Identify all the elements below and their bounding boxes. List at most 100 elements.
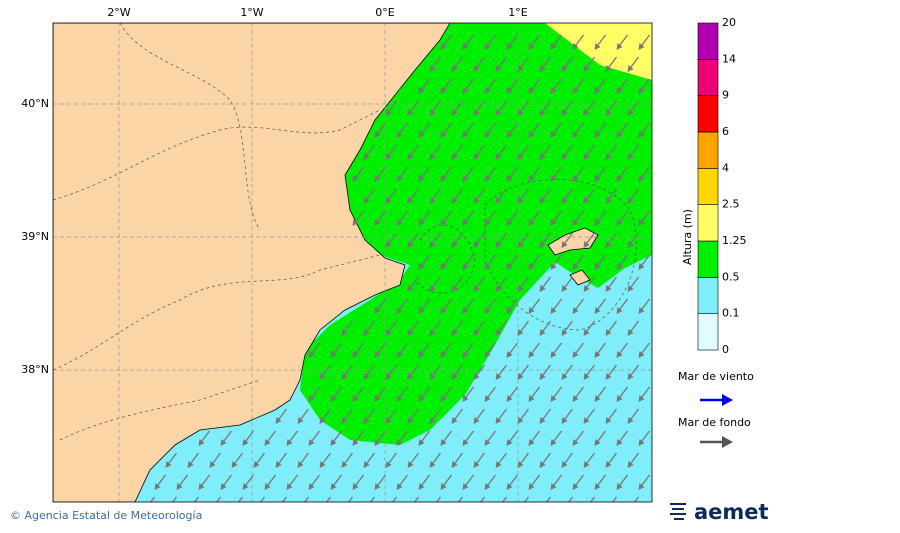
arrowhead: [220, 439, 227, 446]
arrow: [457, 496, 464, 502]
arrowhead: [594, 175, 601, 182]
arrowhead: [495, 329, 502, 336]
arrowhead: [473, 329, 480, 336]
arrowhead: [451, 197, 458, 204]
arrowhead: [572, 263, 579, 270]
arrowhead: [165, 461, 172, 468]
arrowhead: [484, 263, 491, 270]
legend-arrowhead: [722, 436, 733, 448]
arrowhead: [517, 65, 524, 72]
lon-label: 1°E: [508, 6, 527, 19]
arrowhead: [539, 241, 546, 248]
colorbar-segment: [697, 131, 719, 169]
arrowhead: [418, 263, 425, 270]
arrowhead: [561, 461, 568, 468]
arrowhead: [473, 373, 480, 380]
arrowhead: [495, 417, 502, 424]
arrow: [281, 496, 288, 502]
arrowhead: [517, 329, 524, 336]
arrowhead: [264, 439, 271, 446]
arrowhead: [628, 505, 634, 512]
arrow: [237, 496, 244, 502]
arrowhead: [605, 109, 612, 116]
arrowhead: [242, 483, 249, 490]
arrowhead: [418, 439, 425, 446]
colorbar-label: 6: [722, 125, 729, 138]
arrowhead: [584, 505, 590, 512]
arrowhead: [385, 153, 392, 160]
arrowhead: [429, 153, 436, 160]
colorbar-segment: [697, 59, 719, 96]
arrowhead: [374, 439, 381, 446]
arrowhead: [594, 439, 601, 446]
arrowhead: [462, 219, 469, 226]
arrowhead: [495, 65, 502, 72]
arrowhead: [429, 373, 436, 380]
arrowhead: [440, 395, 447, 402]
arrowhead: [506, 351, 513, 358]
arrow: [215, 496, 222, 502]
arrowhead: [341, 461, 348, 468]
arrowhead: [462, 175, 469, 182]
lon-label: 0°E: [375, 6, 394, 19]
arrowhead: [396, 395, 403, 402]
arrow: [369, 496, 376, 502]
arrowhead: [484, 87, 491, 94]
arrowhead: [473, 65, 480, 72]
arrowhead: [550, 175, 557, 182]
logo-mark: [670, 503, 686, 520]
arrowhead: [583, 285, 590, 292]
arrowhead: [495, 153, 502, 160]
arrowhead: [528, 483, 535, 490]
arrowhead: [385, 461, 392, 468]
arrowhead: [363, 417, 370, 424]
arrowhead: [462, 131, 469, 138]
arrowhead: [363, 373, 370, 380]
arrowhead: [605, 373, 612, 380]
arrowhead: [495, 109, 502, 116]
arrowhead: [374, 307, 381, 314]
arrowhead: [341, 417, 348, 424]
arrowhead: [506, 219, 513, 226]
arrowhead: [385, 373, 392, 380]
arrowhead: [550, 219, 557, 226]
arrowhead: [616, 43, 623, 50]
arrowhead: [539, 153, 546, 160]
arrowhead: [606, 505, 612, 512]
arrowhead: [308, 395, 315, 402]
arrow: [325, 496, 332, 502]
arrowhead: [297, 417, 304, 424]
arrowhead: [528, 175, 535, 182]
arrowhead: [473, 461, 480, 468]
arrowhead: [627, 461, 634, 468]
arrowhead: [429, 241, 436, 248]
arrowhead: [374, 395, 381, 402]
arrow: [259, 496, 266, 502]
arrowhead: [550, 87, 557, 94]
arrowhead: [275, 417, 282, 424]
arrowhead: [638, 483, 645, 490]
arrowhead: [638, 219, 645, 226]
arrowhead: [209, 461, 216, 468]
green-zone: [300, 23, 652, 445]
arrowhead: [616, 307, 623, 314]
arrowhead: [518, 505, 524, 512]
arrowhead: [418, 483, 425, 490]
arrowhead: [407, 153, 414, 160]
arrowhead: [616, 439, 623, 446]
colorbar-label: 0: [722, 343, 729, 356]
arrowhead: [363, 153, 370, 160]
arrow: [347, 496, 354, 502]
arrowhead: [528, 263, 535, 270]
arrowhead: [429, 285, 436, 292]
arrowhead: [473, 241, 480, 248]
arrowhead: [473, 285, 480, 292]
arrowhead: [638, 395, 645, 402]
arrowhead: [605, 461, 612, 468]
arrowhead: [583, 461, 590, 468]
arrowhead: [528, 43, 535, 50]
arrowhead: [254, 505, 260, 512]
arrowhead: [572, 43, 579, 50]
arrowhead: [484, 483, 491, 490]
arrowhead: [451, 153, 458, 160]
